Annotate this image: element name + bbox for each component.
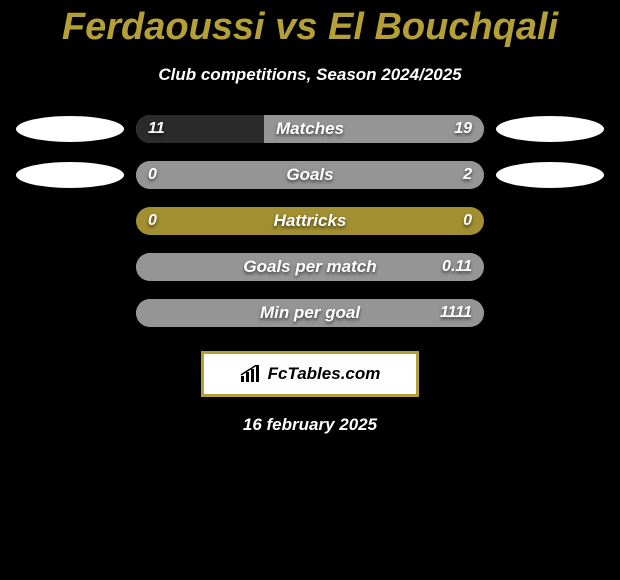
stat-value-left: 0 bbox=[148, 166, 157, 184]
subtitle: Club competitions, Season 2024/2025 bbox=[158, 65, 461, 85]
stat-value-right: 19 bbox=[454, 120, 472, 138]
stat-label: Hattricks bbox=[274, 211, 347, 231]
stat-row: 0 0 Hattricks bbox=[0, 207, 620, 235]
stat-bar: 1111 Min per goal bbox=[136, 299, 484, 327]
stat-row: 11 19 Matches bbox=[0, 115, 620, 143]
date-label: 16 february 2025 bbox=[243, 415, 377, 435]
spacer bbox=[16, 254, 124, 280]
stat-bar: 0.11 Goals per match bbox=[136, 253, 484, 281]
spacer bbox=[16, 208, 124, 234]
stat-label: Goals per match bbox=[243, 257, 376, 277]
stat-bar: 11 19 Matches bbox=[136, 115, 484, 143]
page-title: Ferdaoussi vs El Bouchqali bbox=[62, 6, 558, 49]
stat-value-right: 0.11 bbox=[442, 258, 472, 276]
spacer bbox=[496, 300, 604, 326]
stat-label: Goals bbox=[286, 165, 333, 185]
bar-chart-icon bbox=[240, 365, 262, 383]
stat-row: 0.11 Goals per match bbox=[0, 253, 620, 281]
spacer bbox=[496, 208, 604, 234]
team-badge-left bbox=[16, 116, 124, 142]
spacer bbox=[16, 300, 124, 326]
stat-bar: 0 2 Goals bbox=[136, 161, 484, 189]
stat-value-left: 0 bbox=[148, 212, 157, 230]
stat-value-right: 0 bbox=[463, 212, 472, 230]
stats-area: 11 19 Matches 0 2 Goals 0 0 Hattricks 0.11 Goals p… bbox=[0, 115, 620, 345]
spacer bbox=[496, 254, 604, 280]
comparison-card: Ferdaoussi vs El Bouchqali Club competit… bbox=[0, 0, 620, 435]
team-badge-left bbox=[16, 162, 124, 188]
logo-text: FcTables.com bbox=[268, 364, 381, 384]
stat-row: 0 2 Goals bbox=[0, 161, 620, 189]
stat-label: Matches bbox=[276, 119, 344, 139]
stat-value-left: 11 bbox=[148, 120, 165, 138]
stat-value-right: 2 bbox=[463, 166, 472, 184]
stat-bar: 0 0 Hattricks bbox=[136, 207, 484, 235]
stat-label: Min per goal bbox=[260, 303, 360, 323]
stat-row: 1111 Min per goal bbox=[0, 299, 620, 327]
team-badge-right bbox=[496, 162, 604, 188]
stat-value-right: 1111 bbox=[440, 304, 472, 322]
logo-box[interactable]: FcTables.com bbox=[201, 351, 419, 397]
team-badge-right bbox=[496, 116, 604, 142]
